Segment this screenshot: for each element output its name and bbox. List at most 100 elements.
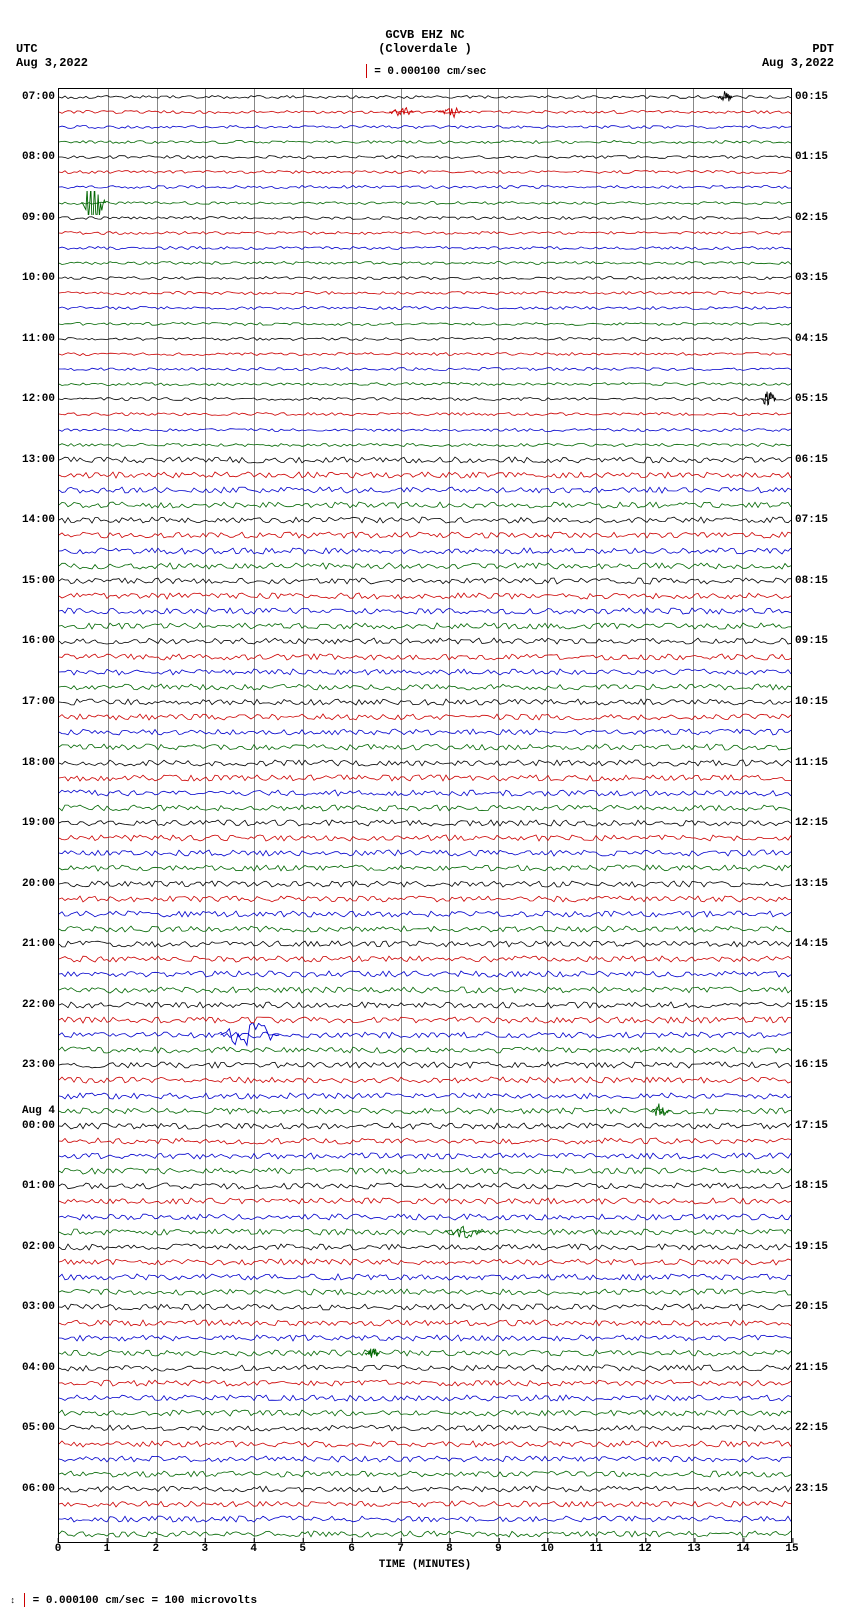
trace-row [59,112,791,113]
time-label-utc: 09:00 [22,212,59,224]
x-tick: 2 [153,1543,160,1555]
time-label-pdt: 08:15 [791,575,828,587]
time-label-pdt: 04:15 [791,333,828,345]
time-label-pdt: 06:15 [791,454,828,466]
trace-row [59,657,791,658]
scale-bar-icon [22,1593,26,1607]
trace-row [59,990,791,991]
trace-row [59,1050,791,1051]
trace-row [59,324,791,325]
trace-row [59,641,791,642]
trace-row [59,1232,791,1233]
time-label-pdt: 22:15 [791,1422,828,1434]
trace-row [59,1368,791,1369]
trace-row [59,1398,791,1399]
trace-row [59,1247,791,1248]
x-tick: 12 [639,1543,652,1555]
trace-row [59,475,791,476]
trace-row [59,929,791,930]
time-label-utc: 15:00 [22,575,59,587]
x-tick: 3 [201,1543,208,1555]
trace-row [59,793,791,794]
x-tick: 10 [541,1543,554,1555]
time-label-pdt: 19:15 [791,1241,828,1253]
trace-row [59,157,791,158]
trace-row [59,278,791,279]
trace-row [59,1338,791,1339]
footer-text: = 0.000100 cm/sec = 100 microvolts [33,1595,257,1607]
trace-row [59,339,791,340]
trace-row [59,1292,791,1293]
trace-row [59,1201,791,1202]
trace-row [59,1383,791,1384]
trace-row [59,1277,791,1278]
trace-row [59,717,791,718]
date-right: Aug 3,2022 [762,56,834,70]
footer-scale: ↕ = 0.000100 cm/sec = 100 microvolts [10,1593,257,1607]
time-label-pdt: 15:15 [791,999,828,1011]
trace-row [59,308,791,309]
time-label-utc: 03:00 [22,1301,59,1313]
trace-row [59,535,791,536]
trace-row [59,369,791,370]
trace-row [59,1217,791,1218]
x-axis: TIME (MINUTES) 0123456789101112131415 [58,1543,792,1573]
time-label-pdt: 20:15 [791,1301,828,1313]
trace-row [59,566,791,567]
trace-row [59,172,791,173]
trace-row [59,1323,791,1324]
trace-row [59,1519,791,1520]
trace-row [59,1126,791,1127]
trace-row [59,611,791,612]
time-label-pdt: 12:15 [791,817,828,829]
time-label-utc: 04:00 [22,1362,59,1374]
timezone-right: PDT [812,42,834,56]
trace-row [59,1065,791,1066]
trace-row [59,884,791,885]
time-label-utc: 11:00 [22,333,59,345]
trace-row [59,1444,791,1445]
time-label-utc: Aug 4 [22,1105,59,1117]
trace-row [59,1171,791,1172]
time-label-pdt: 17:15 [791,1120,828,1132]
trace-row [59,1186,791,1187]
trace-row [59,248,791,249]
time-label-pdt: 11:15 [791,757,828,769]
time-label-utc: 06:00 [22,1483,59,1495]
trace-row [59,490,791,491]
trace-row [59,142,791,143]
time-label-utc: 17:00 [22,696,59,708]
trace-row [59,732,791,733]
time-label-pdt: 18:15 [791,1180,828,1192]
trace-row [59,914,791,915]
station-title: GCVB EHZ NC [0,28,850,42]
trace-row [59,399,791,400]
trace-row [59,293,791,294]
time-label-pdt: 16:15 [791,1059,828,1071]
scale-indicator-top: = 0.000100 cm/sec [0,64,850,78]
trace-row [59,687,791,688]
trace-row [59,808,791,809]
trace-row [59,233,791,234]
scale-label: = 0.000100 cm/sec [374,66,486,78]
trace-row [59,1080,791,1081]
trace-row [59,218,791,219]
x-tick: 11 [590,1543,603,1555]
seismogram-plot: 07:0008:0009:0010:0011:0012:0013:0014:00… [58,88,792,1543]
trace-row [59,354,791,355]
trace-row [59,974,791,975]
trace-row [59,203,791,204]
trace-row [59,1141,791,1142]
time-label-utc: 07:00 [22,91,59,103]
trace-row [59,1020,791,1021]
time-label-utc: 10:00 [22,272,59,284]
x-tick: 6 [348,1543,355,1555]
trace-row [59,868,791,869]
x-tick: 0 [55,1543,62,1555]
trace-row [59,1111,791,1112]
trace-row [59,747,791,748]
time-label-utc: 08:00 [22,151,59,163]
timezone-left: UTC [16,42,38,56]
trace-row [59,97,791,98]
trace-row [59,763,791,764]
